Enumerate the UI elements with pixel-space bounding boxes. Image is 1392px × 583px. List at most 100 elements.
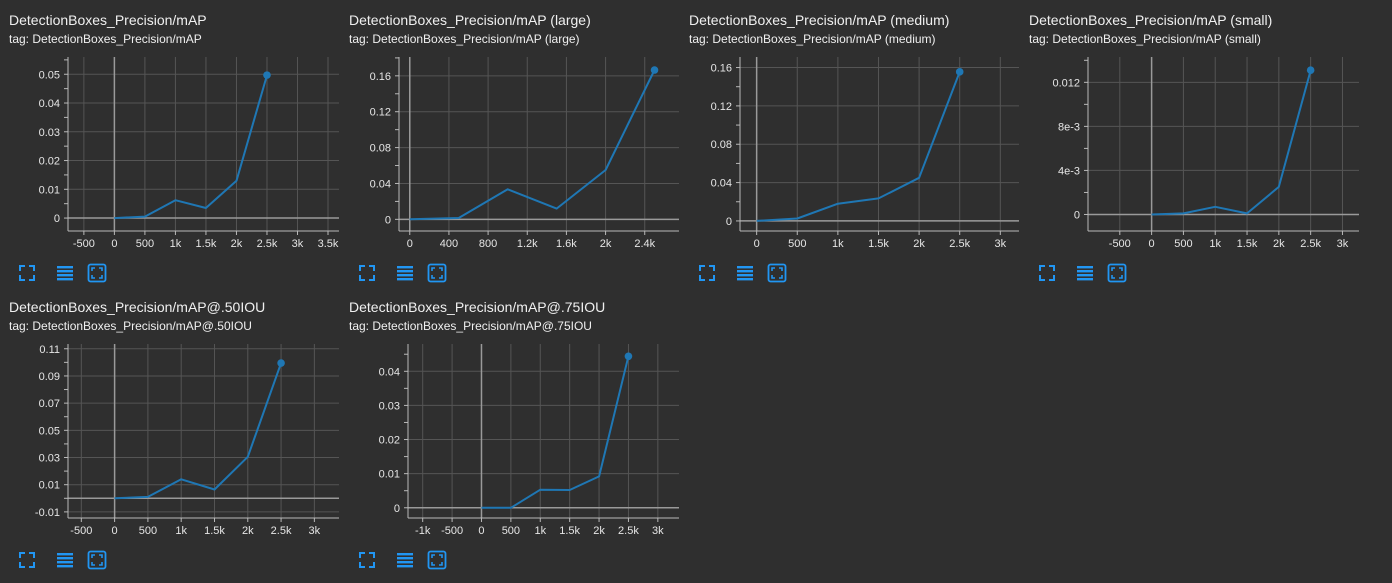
fullscreen-button[interactable] [17,550,37,570]
x-tick-label: 500 [1174,238,1192,250]
grid [740,57,1019,231]
x-tick-label: 2k [242,525,254,537]
data-table-icon [395,550,415,570]
last-point-marker [624,352,633,361]
x-tick-label: 3k [652,525,664,537]
x-tick-label: 0 [407,238,413,250]
x-tick-label: 0 [1149,238,1155,250]
fullscreen-icon [17,263,37,283]
x-tick-label: 1k [1209,238,1221,250]
x-tick-label: 2.5k [949,238,970,250]
y-tick-label: 0.12 [370,107,391,119]
grid [408,344,679,518]
fullscreen-button[interactable] [17,263,37,283]
x-tick-label: 3k [309,525,321,537]
fullscreen-button[interactable] [357,550,377,570]
chart-card: DetectionBoxes_Precision/mAP (medium) ta… [689,0,1029,287]
y-tick-label: 0.08 [370,143,391,155]
y-tick-label: 0.03 [39,453,60,465]
x-tick-label: 3k [995,238,1007,250]
data-table-icon [735,263,755,283]
chart-card: DetectionBoxes_Precision/mAP@.50IOU tag:… [9,287,349,574]
data-table-button[interactable] [1075,263,1095,283]
data-table-button[interactable] [735,263,755,283]
line-chart[interactable]: -1k -500 0 500 1k 1.5k 2k 2.5k 3k 0 0.01 0.02 0.03 0.… [349,287,689,547]
chart-card: DetectionBoxes_Precision/mAP (small) tag… [1029,0,1369,287]
data-table-button[interactable] [395,263,415,283]
fit-domain-icon [427,263,447,283]
x-tick-label: 1.5k [559,525,580,537]
fullscreen-icon [357,550,377,570]
y-tick-label: 0.012 [1052,77,1080,89]
x-tick-label: 1k [534,525,546,537]
y-tick-label: 0.16 [370,71,391,83]
y-tick-label: 0.05 [39,425,60,437]
fullscreen-button[interactable] [1037,263,1057,283]
y-tick-label: 0.04 [711,178,732,190]
fit-domain-button[interactable] [427,263,447,283]
chart-card: DetectionBoxes_Precision/mAP (large) tag… [349,0,689,287]
grid [1088,57,1359,231]
series-line [756,71,961,222]
data-table-button[interactable] [55,263,75,283]
data-table-button[interactable] [55,550,75,570]
data-table-button[interactable] [395,550,415,570]
fit-domain-button[interactable] [87,263,107,283]
x-tick-label: 3k [292,238,304,250]
y-tick-label: 0.01 [379,469,400,481]
x-tick-label: 3.5k [318,238,339,250]
chart-title: DetectionBoxes_Precision/mAP (medium) [689,12,950,28]
series-line [409,69,656,221]
y-tick-label: 0 [54,213,60,225]
x-tick-label: -500 [73,238,95,250]
data-table-icon [55,263,75,283]
line-chart[interactable]: 0 500 1k 1.5k 2k 2.5k 3k 0 0.04 0.08 0.12 0.16 [689,0,1029,260]
y-tick-label: 0.11 [39,344,60,356]
grid [68,57,339,231]
chart-title: DetectionBoxes_Precision/mAP@.50IOU [9,299,266,315]
x-tick-label: 500 [139,525,157,537]
last-point-marker [277,359,285,367]
x-tick-label: 1.5k [204,525,225,537]
y-tick-label: 0.02 [379,435,400,447]
y-tick-label: 0.04 [379,366,400,378]
line-chart[interactable]: -500 0 500 1k 1.5k 2k 2.5k 3k 0 4e-3 8e-3 0.012 [1029,0,1369,260]
fit-domain-icon [427,550,447,570]
x-tick-label: 1k [175,525,187,537]
x-tick-label: 1.6k [556,238,577,250]
fit-domain-button[interactable] [1107,263,1127,283]
y-tick-label: 0.04 [39,98,60,110]
chart-title: DetectionBoxes_Precision/mAP (large) [349,12,591,28]
data-table-icon [55,550,75,570]
x-tick-label: 2k [913,238,925,250]
chart-title: DetectionBoxes_Precision/mAP@.75IOU [349,299,606,315]
series-line [481,356,630,509]
fit-domain-button[interactable] [767,263,787,283]
fit-domain-icon [767,263,787,283]
y-tick-label: 0 [726,216,732,228]
x-tick-label: 1.2k [517,238,538,250]
x-tick-label: -500 [1109,238,1131,250]
x-tick-label: 2k [1273,238,1285,250]
x-tick-label: 2.5k [618,525,639,537]
y-tick-label: 0.05 [39,69,60,81]
last-point-marker [650,66,659,74]
line-chart[interactable]: -500 0 500 1k 1.5k 2k 2.5k 3k 3.5k 0 0.01 0.02 0.03 0… [9,0,349,260]
fullscreen-button[interactable] [357,263,377,283]
y-tick-label: 0.01 [39,480,60,492]
data-table-icon [1075,263,1095,283]
fit-domain-button[interactable] [427,550,447,570]
fullscreen-button[interactable] [697,263,717,283]
x-tick-label: -500 [70,525,92,537]
x-tick-label: 800 [479,238,497,250]
line-chart[interactable]: 0 400 800 1.2k 1.6k 2k 2.4k 0 0.04 0.08 0.12 0.16 [349,0,689,260]
x-tick-label: -500 [441,525,463,537]
fullscreen-icon [697,263,717,283]
x-tick-label: 1.5k [1237,238,1258,250]
chart-tag: tag: DetectionBoxes_Precision/mAP@.50IOU [9,319,252,333]
fit-domain-button[interactable] [87,550,107,570]
x-tick-label: 0 [112,525,118,537]
grid [68,344,339,518]
y-tick-label: 0 [385,214,391,226]
line-chart[interactable]: -500 0 500 1k 1.5k 2k 2.5k 3k -0.01 0.01 0.03 0.05 0… [9,287,349,547]
